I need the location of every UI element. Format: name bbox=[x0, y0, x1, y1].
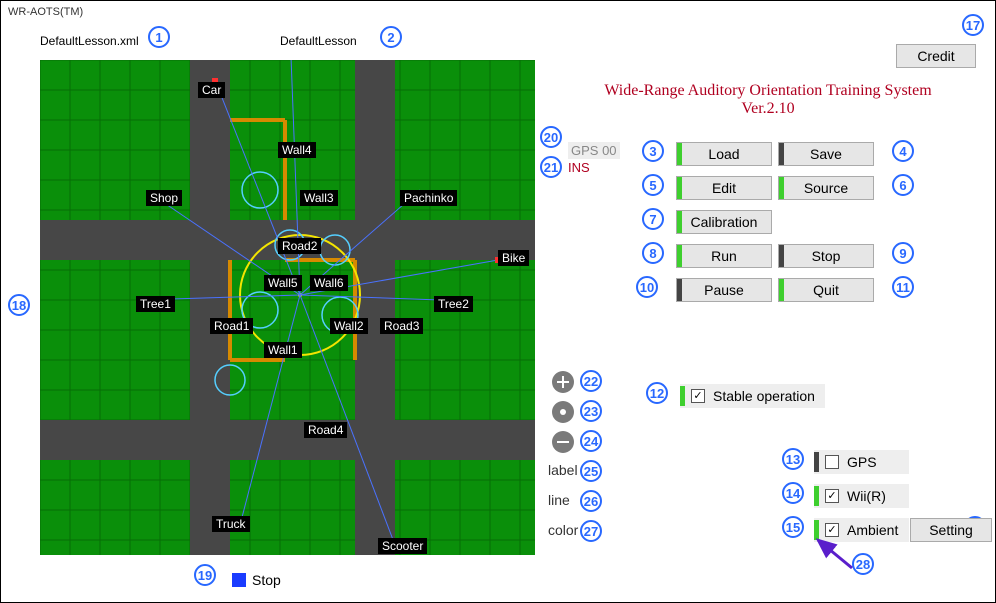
plus-icon[interactable] bbox=[552, 371, 574, 393]
label-wall1: Wall1 bbox=[264, 342, 302, 358]
ambient-checkbox[interactable] bbox=[825, 523, 839, 537]
label-tree2: Tree2 bbox=[434, 296, 473, 312]
label-road3: Road3 bbox=[380, 318, 423, 334]
label-shop: Shop bbox=[146, 190, 182, 206]
gps-label: GPS bbox=[843, 452, 903, 472]
pause-button[interactable]: Pause bbox=[676, 278, 772, 302]
label-car: Car bbox=[198, 82, 225, 98]
file-name: DefaultLesson.xml bbox=[40, 34, 139, 48]
badge-1: 1 bbox=[148, 26, 170, 48]
badge-13: 13 bbox=[782, 448, 804, 470]
badge-15: 15 bbox=[782, 516, 804, 538]
edit-button[interactable]: Edit bbox=[676, 176, 772, 200]
quit-button[interactable]: Quit bbox=[778, 278, 874, 302]
badge-24: 24 bbox=[580, 430, 602, 452]
label-tree1: Tree1 bbox=[136, 296, 175, 312]
label-road1: Road1 bbox=[210, 318, 253, 334]
status-square-icon bbox=[232, 573, 246, 587]
label-bike: Bike bbox=[498, 250, 529, 266]
label-wall4: Wall4 bbox=[278, 142, 316, 158]
badge-23: 23 bbox=[580, 400, 602, 422]
label-wall3: Wall3 bbox=[300, 190, 338, 206]
wii-label: Wii(R) bbox=[843, 486, 903, 506]
window-title: WR-AOTS(TM) bbox=[8, 6, 83, 18]
badge-11: 11 bbox=[892, 276, 914, 298]
badge-4: 4 bbox=[892, 140, 914, 162]
badge-27: 27 bbox=[580, 520, 602, 542]
badge-3: 3 bbox=[642, 140, 664, 162]
setting-button[interactable]: Setting bbox=[910, 518, 992, 542]
side-label-line[interactable]: line bbox=[548, 492, 570, 508]
side-label-color[interactable]: color bbox=[548, 522, 578, 538]
badge-12: 12 bbox=[646, 382, 668, 404]
badge-21: 21 bbox=[540, 156, 562, 178]
lesson-name: DefaultLesson bbox=[280, 34, 357, 48]
badge-5: 5 bbox=[642, 174, 664, 196]
load-button[interactable]: Load bbox=[676, 142, 772, 166]
app-title: Wide-Range Auditory Orientation Training… bbox=[560, 82, 976, 118]
gps-status: GPS 00 bbox=[568, 142, 620, 159]
dot-icon[interactable] bbox=[552, 401, 574, 423]
label-truck: Truck bbox=[212, 516, 250, 532]
badge-26: 26 bbox=[580, 490, 602, 512]
status-state: Stop bbox=[252, 572, 281, 588]
label-wall2: Wall2 bbox=[330, 318, 368, 334]
badge-6: 6 bbox=[892, 174, 914, 196]
badge-18: 18 bbox=[8, 294, 30, 316]
stop-button[interactable]: Stop bbox=[778, 244, 874, 268]
label-pachinko: Pachinko bbox=[400, 190, 457, 206]
side-label-label[interactable]: label bbox=[548, 462, 578, 478]
calibration-button[interactable]: Calibration bbox=[676, 210, 772, 234]
badge-19: 19 bbox=[194, 564, 216, 586]
source-button[interactable]: Source bbox=[778, 176, 874, 200]
wii-checkbox[interactable] bbox=[825, 489, 839, 503]
label-wall6: Wall6 bbox=[310, 275, 348, 291]
badge-20: 20 bbox=[540, 126, 562, 148]
badge-7: 7 bbox=[642, 208, 664, 230]
badge-8: 8 bbox=[642, 242, 664, 264]
run-button[interactable]: Run bbox=[676, 244, 772, 268]
gps-checkbox[interactable] bbox=[825, 455, 839, 469]
stable-label: Stable operation bbox=[709, 386, 819, 406]
save-button[interactable]: Save bbox=[778, 142, 874, 166]
credit-button[interactable]: Credit bbox=[896, 44, 976, 68]
label-road4: Road4 bbox=[304, 422, 347, 438]
badge-10: 10 bbox=[636, 276, 658, 298]
badge-17: 17 bbox=[962, 14, 984, 36]
badge-14: 14 bbox=[782, 482, 804, 504]
stable-checkbox[interactable] bbox=[691, 389, 705, 403]
arrow-icon bbox=[810, 536, 860, 576]
minus-icon[interactable] bbox=[552, 431, 574, 453]
badge-9: 9 bbox=[892, 242, 914, 264]
badge-2: 2 bbox=[380, 26, 402, 48]
label-scooter: Scooter bbox=[378, 538, 427, 554]
badge-25: 25 bbox=[580, 460, 602, 482]
status-row: Stop bbox=[232, 572, 281, 588]
badge-22: 22 bbox=[580, 370, 602, 392]
label-road2: Road2 bbox=[278, 238, 321, 254]
label-wall5: Wall5 bbox=[264, 275, 302, 291]
ins-status: INS bbox=[568, 160, 590, 175]
map-canvas[interactable]: Car Wall4 Shop Wall3 Pachinko Road2 Bike… bbox=[40, 60, 535, 555]
